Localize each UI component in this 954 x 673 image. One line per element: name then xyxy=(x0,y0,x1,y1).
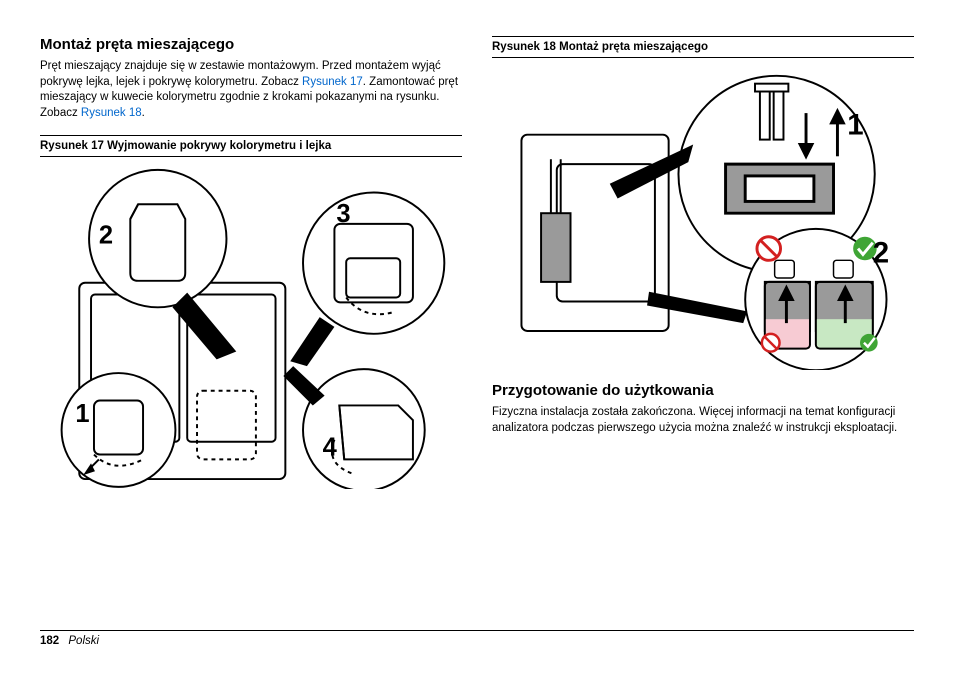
left-section-title: Montaż pręta mieszającego xyxy=(40,36,462,53)
link-rysunek-18[interactable]: Rysunek 18 xyxy=(81,107,142,119)
figure-17-step-2-number: 2 xyxy=(99,222,113,250)
figure-18-step-1-number: 1 xyxy=(847,109,863,142)
link-rysunek-17[interactable]: Rysunek 17 xyxy=(302,76,363,88)
left-paragraph: Pręt mieszający znajduje się w zestawie … xyxy=(40,59,462,121)
prohibited-icon xyxy=(757,237,781,261)
figure-17-illustration: 2 3 xyxy=(40,165,462,494)
ok-icon-small xyxy=(860,334,878,352)
right-paragraph: Fizyczna instalacja została zakończona. … xyxy=(492,405,914,436)
footer-language: Polski xyxy=(68,635,99,647)
right-column: Rysunek 18 Montaż pręta mieszającego xyxy=(492,36,914,494)
right-section-title: Przygotowanie do użytkowania xyxy=(492,382,914,399)
figure-17-step-3-number: 3 xyxy=(336,200,350,228)
left-column: Montaż pręta mieszającego Pręt mieszając… xyxy=(40,36,462,494)
figure-17-step-1-number: 1 xyxy=(75,400,89,428)
figure-18-caption: Rysunek 18 Montaż pręta mieszającego xyxy=(492,36,914,58)
figure-17-caption: Rysunek 17 Wyjmowanie pokrywy kolorymetr… xyxy=(40,135,462,157)
figure-18-step-2-number: 2 xyxy=(873,236,889,269)
figure-18-illustration: 1 xyxy=(492,66,914,376)
page-number: 182 xyxy=(40,635,59,647)
left-paragraph-part-3: . xyxy=(142,107,145,119)
prohibited-icon-small xyxy=(762,334,780,352)
page-footer: 182 Polski xyxy=(40,630,914,647)
figure-17-step-4-number: 4 xyxy=(323,434,338,462)
